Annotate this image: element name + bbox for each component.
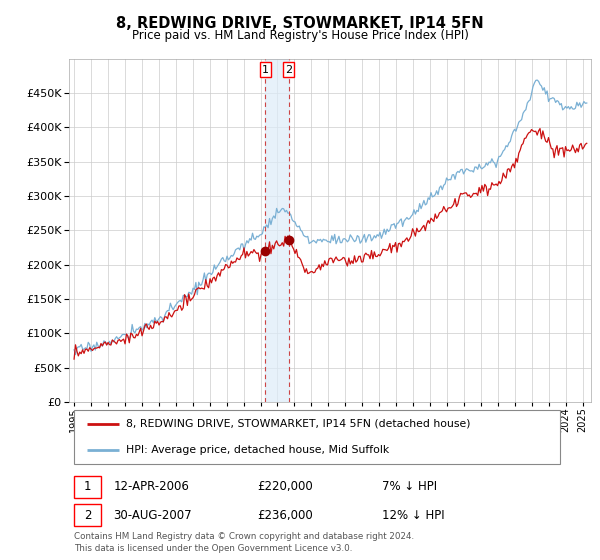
- Bar: [265, 59, 289, 402]
- Text: Contains HM Land Registry data © Crown copyright and database right 2024.
This d: Contains HM Land Registry data © Crown c…: [74, 532, 415, 553]
- Text: 30-AUG-2007: 30-AUG-2007: [113, 508, 192, 522]
- Bar: [260, 62, 271, 77]
- Text: 1: 1: [262, 65, 269, 75]
- Text: £220,000: £220,000: [257, 480, 313, 493]
- Text: 2: 2: [84, 508, 92, 522]
- Text: HPI: Average price, detached house, Mid Suffolk: HPI: Average price, detached house, Mid …: [127, 445, 389, 455]
- Bar: [283, 62, 294, 77]
- Text: £236,000: £236,000: [257, 508, 313, 522]
- Text: Price paid vs. HM Land Registry's House Price Index (HPI): Price paid vs. HM Land Registry's House …: [131, 29, 469, 42]
- Text: 12-APR-2006: 12-APR-2006: [113, 480, 189, 493]
- Text: 8, REDWING DRIVE, STOWMARKET, IP14 5FN: 8, REDWING DRIVE, STOWMARKET, IP14 5FN: [116, 16, 484, 31]
- Text: 7% ↓ HPI: 7% ↓ HPI: [382, 480, 437, 493]
- Text: 12% ↓ HPI: 12% ↓ HPI: [382, 508, 445, 522]
- Text: 2: 2: [285, 65, 292, 75]
- Text: 8, REDWING DRIVE, STOWMARKET, IP14 5FN (detached house): 8, REDWING DRIVE, STOWMARKET, IP14 5FN (…: [127, 418, 471, 428]
- Bar: [74, 475, 101, 498]
- Bar: [74, 504, 101, 526]
- Text: 1: 1: [84, 480, 92, 493]
